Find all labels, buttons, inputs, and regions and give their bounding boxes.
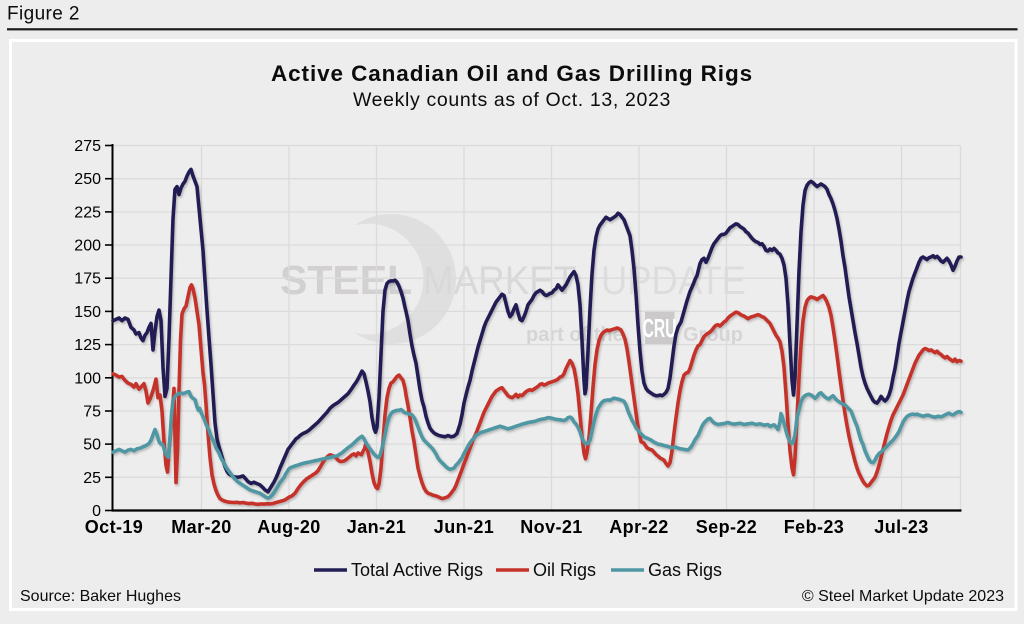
svg-text:Jun-21: Jun-21 [434,517,494,537]
svg-text:Active Canadian Oil and Gas Dr: Active Canadian Oil and Gas Drilling Rig… [271,61,753,86]
svg-text:150: 150 [74,304,101,321]
svg-text:Group: Group [683,324,743,346]
svg-text:part of the: part of the [526,324,624,346]
svg-text:250: 250 [74,171,101,188]
svg-text:25: 25 [83,470,101,487]
svg-text:225: 225 [74,204,101,221]
svg-text:200: 200 [74,238,101,255]
svg-text:Aug-20: Aug-20 [257,517,320,537]
svg-text:Gas Rigs: Gas Rigs [648,560,722,580]
svg-text:100: 100 [74,370,101,387]
svg-text:Oil Rigs: Oil Rigs [533,560,596,580]
svg-text:Figure 2: Figure 2 [7,4,80,25]
svg-text:CRU: CRU [643,314,677,343]
svg-text:0: 0 [92,503,101,520]
svg-text:Source: Baker Hughes: Source: Baker Hughes [20,588,181,605]
svg-text:Feb-23: Feb-23 [784,517,844,537]
svg-text:175: 175 [74,271,101,288]
svg-text:UPDATE: UPDATE [601,258,746,303]
svg-text:Oct-19: Oct-19 [85,517,143,537]
svg-text:Nov-21: Nov-21 [520,517,582,537]
svg-text:Jan-21: Jan-21 [347,517,406,537]
svg-text:Weekly counts as of Oct. 13, 2: Weekly counts as of Oct. 13, 2023 [353,89,671,111]
svg-text:Apr-22: Apr-22 [609,517,668,537]
svg-text:Total Active Rigs: Total Active Rigs [351,560,483,580]
svg-text:125: 125 [74,337,101,354]
svg-text:Jul-23: Jul-23 [874,517,928,537]
svg-text:275: 275 [74,138,101,155]
svg-text:75: 75 [83,404,101,421]
svg-text:Sep-22: Sep-22 [696,517,757,537]
svg-text:50: 50 [83,437,101,454]
svg-text:Mar-20: Mar-20 [171,517,231,537]
svg-text:© Steel Market Update 2023: © Steel Market Update 2023 [802,588,1004,605]
